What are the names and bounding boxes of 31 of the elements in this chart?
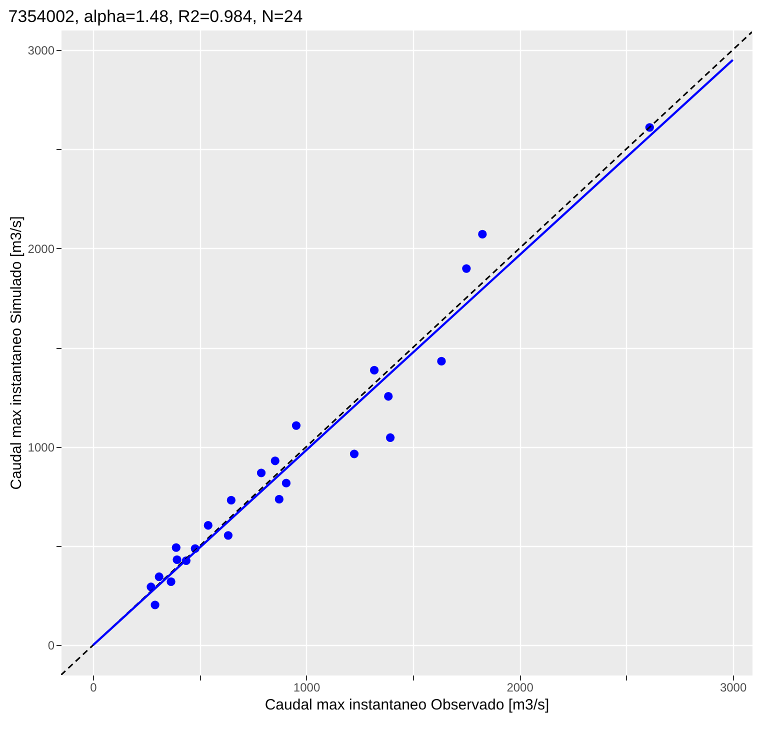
point xyxy=(384,392,393,401)
point xyxy=(172,555,182,564)
point xyxy=(386,433,395,442)
x-tick-label: 1000 xyxy=(293,680,320,694)
point xyxy=(226,496,236,504)
point xyxy=(270,456,280,466)
y-tick-label: 0 xyxy=(48,638,55,653)
point xyxy=(370,366,379,374)
x-axis-title: Caudal max instantaneo Observado [m3/s] xyxy=(264,696,550,714)
y-tick-label: 1000 xyxy=(28,440,55,454)
point xyxy=(350,450,359,458)
x-tick-label: 3000 xyxy=(720,680,747,694)
point xyxy=(224,531,233,540)
y-tick-label: 2000 xyxy=(28,242,55,256)
point xyxy=(462,264,471,273)
point xyxy=(274,494,284,504)
y-axis-title: Caudal max instantaneo Simulado [m3/s] xyxy=(8,216,25,490)
point xyxy=(292,421,301,430)
point xyxy=(478,230,487,239)
point xyxy=(256,468,266,478)
point xyxy=(154,572,164,582)
point xyxy=(172,543,180,552)
y-tick-label: 3000 xyxy=(28,43,55,58)
x-tick-label: 0 xyxy=(90,680,98,694)
point xyxy=(282,478,291,488)
point xyxy=(204,521,212,530)
x-tick-label: 2000 xyxy=(506,680,534,694)
chart-title: 7354002, alpha=1.48, R2=0.984, N=24 xyxy=(8,7,303,26)
point xyxy=(437,356,446,366)
point xyxy=(166,577,176,586)
point xyxy=(150,600,160,610)
